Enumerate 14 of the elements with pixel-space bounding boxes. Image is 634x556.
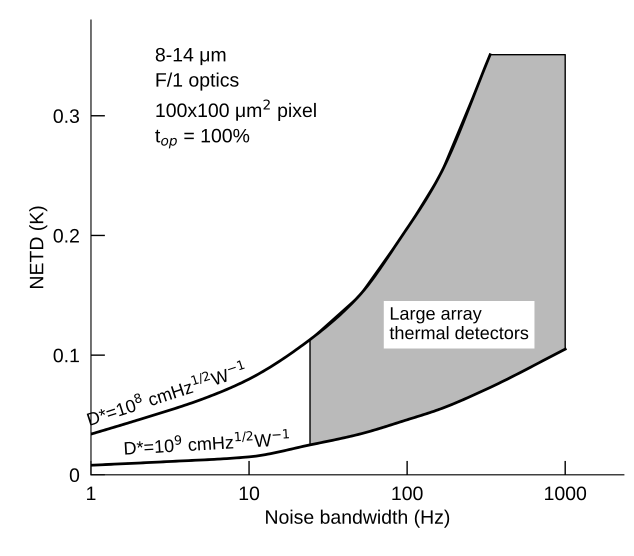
x-tick-label: 10 xyxy=(240,486,260,500)
y-tick-label: 0.2 xyxy=(54,228,79,243)
x-tick-label: 100 xyxy=(392,486,423,500)
y-tick-label: 0 xyxy=(70,468,80,482)
x-tick-label: 1000 xyxy=(545,486,586,500)
text: 8-14 μm F/1 optics 100x100 μm$^{2}$ pixel t$_{op}$ = 100% xyxy=(155,48,316,148)
y-tick-label: 0.3 xyxy=(54,109,80,123)
x-tick-label: 1 xyxy=(87,486,96,500)
series-label: D*=10$^{9}$ cmHz$^{1/2}$W$^{−1}$ xyxy=(124,428,290,455)
annotation: Large array thermal detectors xyxy=(390,307,528,340)
y-tick-label: 0.1 xyxy=(54,348,79,362)
text: D*=10$^{8}$ cmHz$^{1/2}$W$^{−1}$ xyxy=(86,360,247,426)
x-axis-title: Noise bandwidth (Hz) xyxy=(266,510,450,528)
y-axis-title: NETD (K) xyxy=(29,206,48,288)
